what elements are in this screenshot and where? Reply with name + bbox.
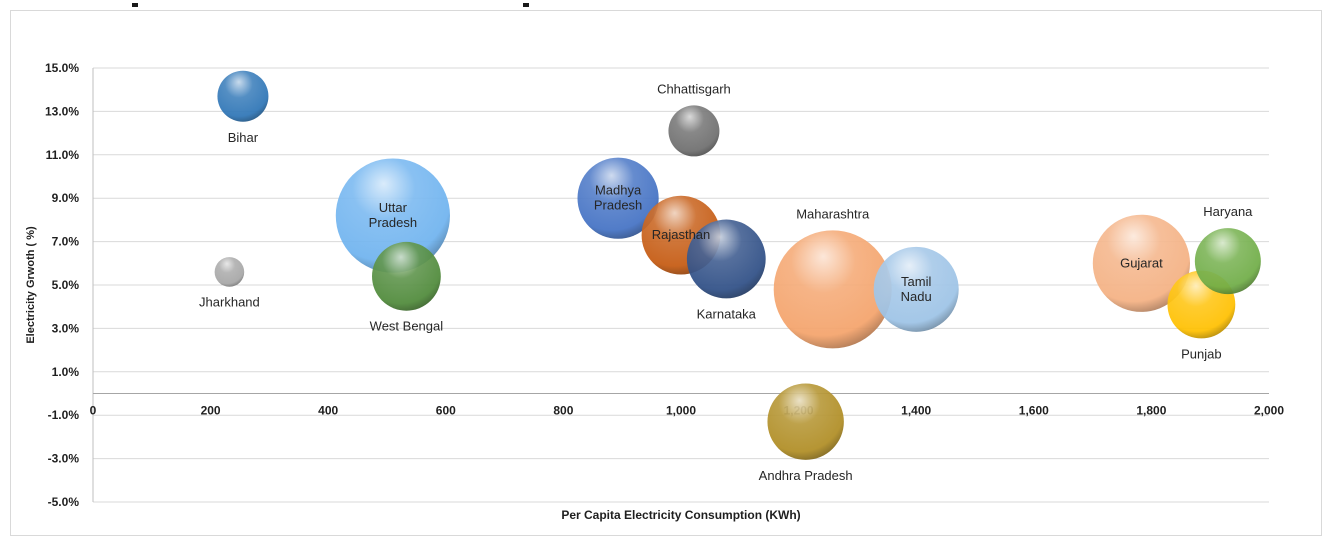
y-tick-label: 3.0% <box>52 321 80 335</box>
x-tick-label: 200 <box>201 404 221 418</box>
bubble-label: Andhra Pradesh <box>759 468 853 483</box>
y-tick-label: -3.0% <box>48 452 80 466</box>
axes <box>92 68 1269 502</box>
y-tick-label: 11.0% <box>46 148 80 162</box>
bubble <box>214 257 245 287</box>
bubble-label: Haryana <box>1203 204 1253 219</box>
x-tick-label: 0 <box>90 404 97 418</box>
bubble-labels: Bihar Jharkhand Uttar Pradesh West Bengal Chh… <box>199 81 1253 483</box>
bubble-label: Madhya Pradesh <box>594 183 642 213</box>
bubble <box>773 230 892 349</box>
y-tick-label: 13.0% <box>45 104 79 118</box>
bubble-label: Maharashtra <box>796 206 870 221</box>
x-axis-title: Per Capita Electricity Consumption (KWh) <box>561 508 800 522</box>
bubble-label: West Bengal <box>370 319 444 334</box>
x-tick-label: 1,800 <box>1136 404 1166 418</box>
title-fragment-glyphs <box>132 3 529 7</box>
x-tick-label: 400 <box>318 404 338 418</box>
x-tick-label: 600 <box>436 404 456 418</box>
y-tick-label: 1.0% <box>52 365 80 379</box>
chart-frame <box>10 10 1322 536</box>
x-tick-label: 1,000 <box>666 404 696 418</box>
y-tick-label: 15.0% <box>45 61 79 75</box>
bubble <box>873 246 959 332</box>
x-tick-label: 800 <box>553 404 573 418</box>
bubble-label: Uttar Pradesh <box>369 200 417 230</box>
bubble <box>1092 214 1191 312</box>
bubble <box>577 157 659 239</box>
x-tick-label: 2,000 <box>1254 404 1284 418</box>
bubble <box>686 219 766 299</box>
bubble <box>1194 228 1261 295</box>
bubble-label: Punjab <box>1181 346 1221 361</box>
y-tick-label: -5.0% <box>48 495 80 509</box>
y-tick-label: 9.0% <box>52 191 80 205</box>
bubble-label: Bihar <box>228 130 259 145</box>
bubble <box>668 105 720 157</box>
cropped-title-fragment <box>0 0 1325 10</box>
bubbles <box>214 70 1261 460</box>
x-tick-label: 1,600 <box>1019 404 1049 418</box>
x-tick-label: 1,400 <box>901 404 931 418</box>
bubble-label: Jharkhand <box>199 295 260 310</box>
bubble-label: Rajasthan <box>652 227 711 242</box>
bubble-label: Gujarat <box>1120 255 1163 270</box>
bubble <box>335 158 450 273</box>
bubble-label: Karnataka <box>697 306 757 321</box>
y-tick-label: 7.0% <box>52 235 80 249</box>
bubble <box>372 241 441 311</box>
bubble-label: Tamil Nadu <box>901 274 932 304</box>
y-tick-labels: 15.0% 13.0% 11.0% 9.0% 7.0% 5.0% 3.0% 1.0% -1.0%… <box>45 61 79 509</box>
y-axis-title: Electricity Grwoth ( %) <box>25 226 37 344</box>
bubble-label: Chhattisgarh <box>657 81 731 96</box>
bubble <box>217 70 269 122</box>
y-tick-label: 5.0% <box>52 278 80 292</box>
y-tick-label: -1.0% <box>48 408 80 422</box>
bubble <box>767 383 844 460</box>
